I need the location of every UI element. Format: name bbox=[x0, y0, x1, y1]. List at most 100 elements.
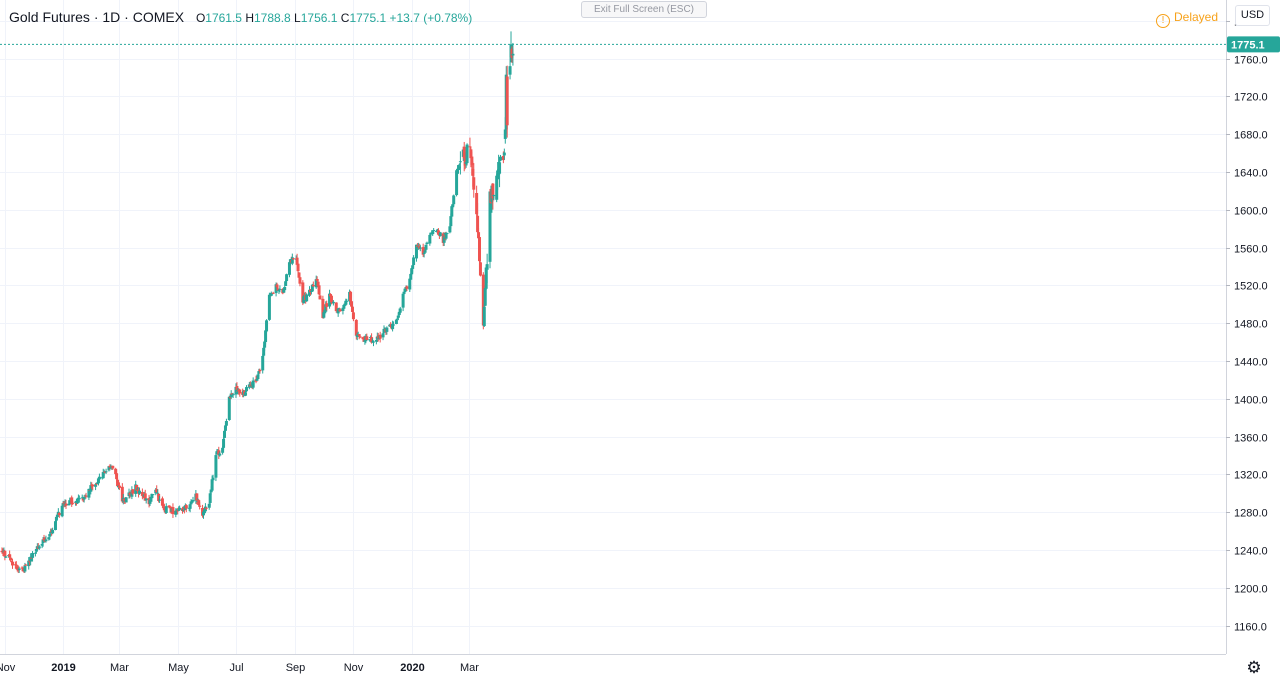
last-price-tag: 1775.1 bbox=[1227, 36, 1280, 53]
candle-body bbox=[191, 499, 195, 502]
candle-body bbox=[202, 512, 206, 514]
candle-body bbox=[224, 420, 228, 426]
candle-body bbox=[423, 250, 427, 253]
candle-body bbox=[37, 546, 41, 549]
candle-body bbox=[108, 465, 112, 468]
candle-body bbox=[325, 303, 329, 307]
candle-body bbox=[298, 277, 302, 284]
candle-body bbox=[412, 257, 416, 266]
candle-body bbox=[64, 503, 68, 506]
candle-body bbox=[358, 336, 362, 338]
price-tick-label: 1720.0 bbox=[1234, 92, 1268, 104]
candle-body bbox=[402, 291, 406, 294]
symbol-title[interactable]: Gold Futures · 1D · COMEX bbox=[9, 9, 185, 25]
candle-body bbox=[472, 177, 476, 190]
candle-body bbox=[424, 244, 428, 250]
candle-body bbox=[343, 304, 347, 306]
candle-body bbox=[20, 567, 24, 569]
price-axis[interactable]: 1160.0 1200.0 1240.0 1280.0 1320.0 1360.0 1400… bbox=[1226, 0, 1280, 654]
candle-body bbox=[397, 311, 401, 316]
candle-body bbox=[31, 553, 35, 558]
price-tick-label: 1520.0 bbox=[1234, 281, 1268, 293]
high-label: H bbox=[245, 11, 254, 25]
candle-body bbox=[316, 281, 320, 287]
candle-body bbox=[436, 230, 440, 235]
candle-body bbox=[171, 507, 175, 515]
candle-body bbox=[184, 505, 188, 509]
candle-body bbox=[452, 195, 456, 205]
candle-body bbox=[167, 505, 171, 508]
candle-body bbox=[148, 500, 152, 504]
candle-body bbox=[174, 510, 178, 515]
candle-body bbox=[478, 262, 482, 276]
candle-body bbox=[401, 293, 405, 308]
candle-body bbox=[215, 452, 219, 455]
candle-body bbox=[221, 447, 225, 453]
candle-body bbox=[77, 498, 81, 500]
candle-body bbox=[378, 334, 382, 339]
candle-body bbox=[442, 235, 446, 243]
candle-body bbox=[492, 195, 496, 197]
candle-body bbox=[295, 257, 299, 265]
candle-body bbox=[476, 215, 480, 233]
candle-body bbox=[188, 504, 192, 509]
candle-body bbox=[251, 380, 255, 388]
candle-body bbox=[410, 268, 414, 275]
price-axis-ticks: 1160.0 1200.0 1240.0 1280.0 1320.0 1360.0 1400… bbox=[1226, 17, 1268, 634]
candlestick-chart[interactable] bbox=[0, 0, 1226, 654]
candle-body bbox=[135, 484, 139, 491]
candle-body bbox=[116, 479, 120, 487]
candle-body bbox=[285, 274, 289, 281]
candle-body bbox=[96, 478, 100, 484]
exit-fullscreen-button[interactable]: Exit Full Screen (ESC) bbox=[581, 1, 707, 18]
candle-body bbox=[324, 304, 328, 312]
candle-body bbox=[361, 337, 365, 340]
candle-body bbox=[60, 505, 64, 517]
candle-body bbox=[44, 539, 48, 542]
candle-body bbox=[315, 278, 319, 281]
candle-body bbox=[444, 233, 448, 239]
candle-body bbox=[229, 393, 233, 398]
candle-body bbox=[244, 392, 248, 396]
candle-body bbox=[478, 237, 481, 262]
candle-body bbox=[75, 498, 79, 504]
candle-body bbox=[117, 485, 121, 488]
currency-selector[interactable]: USD bbox=[1235, 5, 1270, 26]
candle-body bbox=[351, 312, 355, 320]
candle-body bbox=[321, 298, 325, 319]
candle-body bbox=[305, 294, 309, 302]
candle-body bbox=[405, 286, 409, 289]
candle-body bbox=[57, 512, 61, 516]
candle-body bbox=[484, 267, 488, 289]
candle-body bbox=[463, 155, 467, 166]
candle-body bbox=[422, 253, 426, 255]
candle-body bbox=[140, 491, 144, 496]
candle-body bbox=[457, 166, 461, 169]
candle-body bbox=[435, 229, 439, 231]
candle-body bbox=[421, 247, 425, 255]
candle-body bbox=[235, 386, 239, 391]
candle-body bbox=[432, 230, 436, 232]
price-tick-label: 1440.0 bbox=[1234, 357, 1268, 369]
price-tick-label: 1560.0 bbox=[1234, 244, 1268, 256]
candle-body bbox=[94, 484, 98, 487]
candle-body bbox=[438, 232, 442, 237]
candle-body bbox=[481, 274, 485, 326]
candle-body bbox=[370, 337, 374, 343]
time-tick-label: May bbox=[168, 662, 189, 674]
time-tick-label: Jul bbox=[229, 662, 243, 674]
candle-body bbox=[55, 514, 59, 518]
price-tick-label: 1480.0 bbox=[1234, 319, 1268, 331]
delayed-status[interactable]: ! Delayed bbox=[1156, 10, 1218, 28]
time-axis[interactable]: Nov 2019 Mar May Jul Sep Nov 2020 Mar bbox=[0, 654, 1226, 680]
candle-body bbox=[218, 453, 222, 456]
candle-body bbox=[470, 156, 474, 165]
candle-body bbox=[482, 306, 486, 327]
candle-body bbox=[195, 493, 199, 501]
candle-body bbox=[207, 503, 211, 508]
candle-body bbox=[258, 369, 262, 372]
candle-body bbox=[331, 301, 335, 304]
candle-body bbox=[17, 568, 21, 570]
gear-icon[interactable]: ⚙ bbox=[1246, 658, 1262, 677]
candle-body bbox=[67, 503, 71, 506]
